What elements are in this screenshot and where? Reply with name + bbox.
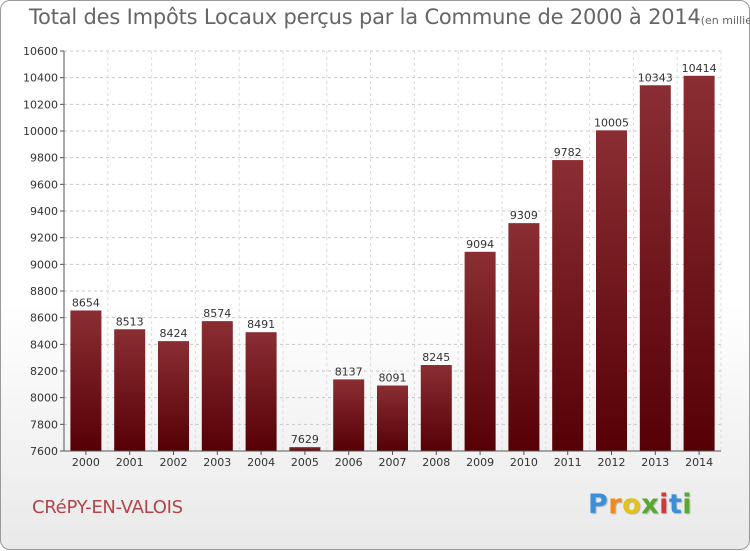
x-tick-label: 2008	[422, 456, 450, 469]
bar-2005	[289, 447, 321, 451]
y-tick-label: 10000	[23, 125, 58, 138]
y-tick-label: 9200	[30, 232, 58, 245]
chart-title-main: Total des Impôts Locaux perçus par la Co…	[29, 5, 701, 29]
x-tick-label: 2002	[160, 456, 188, 469]
y-tick-label: 9600	[30, 178, 58, 191]
logo-letter: i	[659, 489, 669, 520]
bar-2009	[464, 251, 496, 451]
y-tick-label: 8600	[30, 312, 58, 325]
y-tick-label: 9000	[30, 258, 58, 271]
y-tick-label: 10200	[23, 98, 58, 111]
x-tick-label: 2009	[466, 456, 494, 469]
y-tick-label: 8400	[30, 338, 58, 351]
x-tick-label: 2003	[203, 456, 231, 469]
bar-value-label: 8491	[247, 318, 275, 331]
y-tick-label: 10400	[23, 72, 58, 85]
bar-2001	[114, 329, 146, 451]
bar-value-label: 8654	[72, 296, 100, 309]
logo-letter: P	[588, 489, 609, 520]
y-tick-label: 9800	[30, 152, 58, 165]
bar-value-label: 8424	[160, 327, 188, 340]
bar-value-label: 8137	[335, 365, 363, 378]
logo-letter: t	[668, 489, 683, 520]
y-tick-label: 8200	[30, 365, 58, 378]
proxiti-logo: Proxiti	[588, 489, 692, 520]
bar-value-label: 8574	[203, 307, 231, 320]
logo-letter: o	[622, 489, 642, 520]
x-tick-label: 2005	[291, 456, 319, 469]
y-tick-label: 8800	[30, 285, 58, 298]
y-tick-label: 8000	[30, 392, 58, 405]
bar-2008	[420, 365, 452, 451]
bar-2012	[596, 130, 627, 452]
x-tick-label: 2000	[72, 456, 100, 469]
x-tick-label: 2012	[598, 456, 626, 469]
logo-letter: i	[682, 489, 693, 520]
logo-letter: x	[641, 489, 660, 520]
bar-value-label: 8513	[116, 315, 144, 328]
bar-2013	[639, 85, 671, 452]
bar-value-label: 9782	[554, 146, 582, 159]
bar-2006	[333, 379, 365, 451]
x-tick-label: 2010	[510, 456, 538, 469]
bar-2003	[201, 321, 233, 451]
y-tick-label: 7800	[30, 418, 58, 431]
chart-title-unit: (en milliers d'€)	[700, 14, 750, 27]
x-tick-label: 2001	[116, 456, 144, 469]
y-tick-label: 9400	[30, 205, 58, 218]
bar-2014	[683, 75, 715, 452]
bar-value-label: 8091	[379, 372, 407, 385]
x-tick-label: 2011	[554, 456, 582, 469]
bar-2000	[70, 310, 102, 451]
axes: 7600 7800 8000 8200 8400 8600 8800 9000 9200 9400…	[23, 45, 721, 469]
bar-2010	[508, 223, 540, 451]
x-tick-label: 2007	[379, 456, 407, 469]
bar-value-label: 10005	[594, 116, 629, 129]
y-tick-label: 10600	[23, 45, 58, 58]
commune-name: CRéPY-EN-VALOIS	[32, 497, 183, 518]
x-tick-label: 2013	[641, 456, 669, 469]
x-tick-label: 2004	[247, 456, 275, 469]
bar-value-label: 9309	[510, 209, 538, 222]
bar-value-label: 10414	[682, 62, 717, 75]
bar-value-label: 9094	[466, 238, 494, 251]
chart-title: Total des Impôts Locaux perçus par la Co…	[29, 5, 750, 29]
bar-2011	[552, 160, 584, 452]
bar-value-label: 10343	[638, 71, 673, 84]
bars: 8654 8513 8424 8574 8491 7629 8137 8091 8245 9094…	[70, 62, 717, 452]
x-tick-label: 2006	[335, 456, 363, 469]
y-tick-label: 7600	[30, 445, 58, 458]
bar-value-label: 8245	[422, 351, 450, 364]
bar-2004	[245, 332, 277, 451]
x-tick-label: 2014	[685, 456, 713, 469]
bar-value-label: 7629	[291, 433, 319, 446]
bar-2007	[377, 385, 408, 451]
bar-2002	[158, 341, 189, 451]
logo-letter: r	[608, 489, 623, 520]
